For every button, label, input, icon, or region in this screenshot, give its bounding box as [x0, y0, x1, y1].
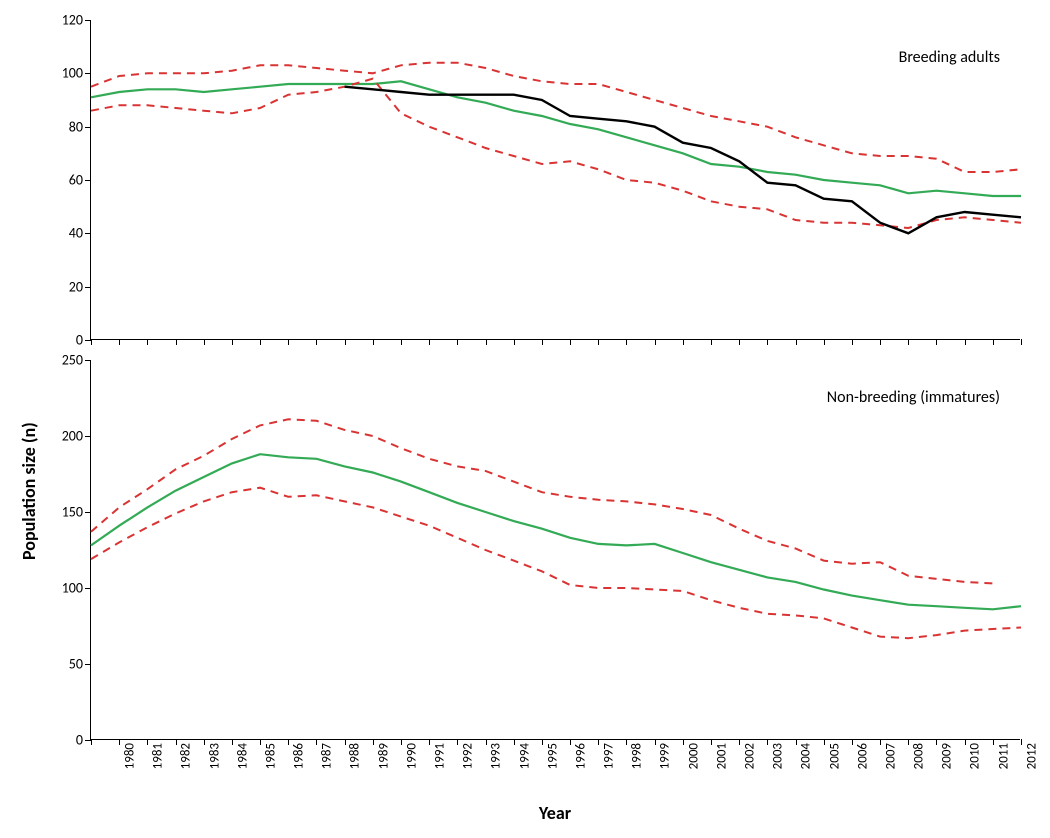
x-tick-label: 1987	[320, 743, 335, 769]
x-tick-label: 1988	[348, 743, 363, 769]
y-tick-label: 40	[69, 225, 91, 242]
x-tick-label: 2006	[855, 743, 870, 769]
x-tick-label: 2009	[940, 743, 955, 769]
y-tick-label: 80	[69, 118, 91, 135]
x-tick-label: 1984	[235, 743, 250, 769]
series-observed	[345, 87, 1021, 234]
y-tick-label: 0	[76, 732, 91, 749]
y-tick-label: 0	[76, 332, 91, 349]
x-tick-label: 1986	[291, 743, 306, 769]
panel-breeding: 020406080100120Breeding adults	[90, 20, 1020, 340]
x-tick-label: 2011	[996, 743, 1011, 769]
y-tick-label: 150	[62, 504, 91, 521]
x-axis-title: Year	[90, 802, 1020, 824]
x-tick-label: 2002	[742, 743, 757, 769]
x-tick-label: 1997	[601, 743, 616, 769]
y-tick-label: 60	[69, 172, 91, 189]
x-tick-label: 1989	[376, 743, 391, 769]
x-tick-label: 2001	[714, 743, 729, 769]
y-tick-label: 250	[62, 352, 91, 369]
y-tick-label: 50	[69, 656, 91, 673]
x-tick-label: 1990	[404, 743, 419, 769]
x-tick-label: 1991	[432, 743, 447, 769]
y-tick-label: 200	[62, 428, 91, 445]
x-tick-label: 1994	[517, 743, 532, 769]
y-tick-label: 100	[62, 65, 91, 82]
x-tick	[1021, 339, 1022, 345]
x-tick	[1021, 739, 1022, 745]
x-tick-label: 1982	[179, 743, 194, 769]
x-tick-label: 1985	[263, 743, 278, 769]
x-tick-label: 2003	[771, 743, 786, 769]
x-tick-label: 1999	[658, 743, 673, 769]
series-ci-lower	[91, 79, 1021, 228]
x-tick-label: 2004	[799, 743, 814, 769]
x-tick-label: 1992	[461, 743, 476, 769]
x-tick-label: 1996	[573, 743, 588, 769]
y-tick-label: 100	[62, 580, 91, 597]
plot-breeding	[91, 20, 1021, 340]
x-tick-label: 2008	[911, 743, 926, 769]
series-ci-upper	[91, 63, 1021, 172]
y-tick-label: 20	[69, 278, 91, 295]
plot-nonbreeding	[91, 360, 1021, 740]
x-tick-label: 1998	[630, 743, 645, 769]
y-tick-label: 120	[62, 12, 91, 29]
x-tick-label: 1983	[207, 743, 222, 769]
x-tick-label: 2000	[686, 743, 701, 769]
figure: Population size (n) Year 020406080100120…	[0, 0, 1050, 838]
x-tick-label: 2007	[883, 743, 898, 769]
x-tick-label: 1980	[122, 743, 137, 769]
series-mean	[91, 454, 1021, 609]
x-tick-label: 2012	[1024, 743, 1039, 769]
x-tick-label: 1995	[545, 743, 560, 769]
panel-nonbreeding: 0501001502002501980198119821983198419851…	[90, 360, 1020, 740]
x-tick-label: 2005	[827, 743, 842, 769]
series-mean	[91, 81, 1021, 196]
x-tick-label: 1981	[151, 743, 166, 769]
x-tick-label: 1993	[489, 743, 504, 769]
series-ci-upper	[91, 419, 993, 583]
x-tick-label: 2010	[968, 743, 983, 769]
y-axis-title: Population size (n)	[18, 422, 40, 560]
